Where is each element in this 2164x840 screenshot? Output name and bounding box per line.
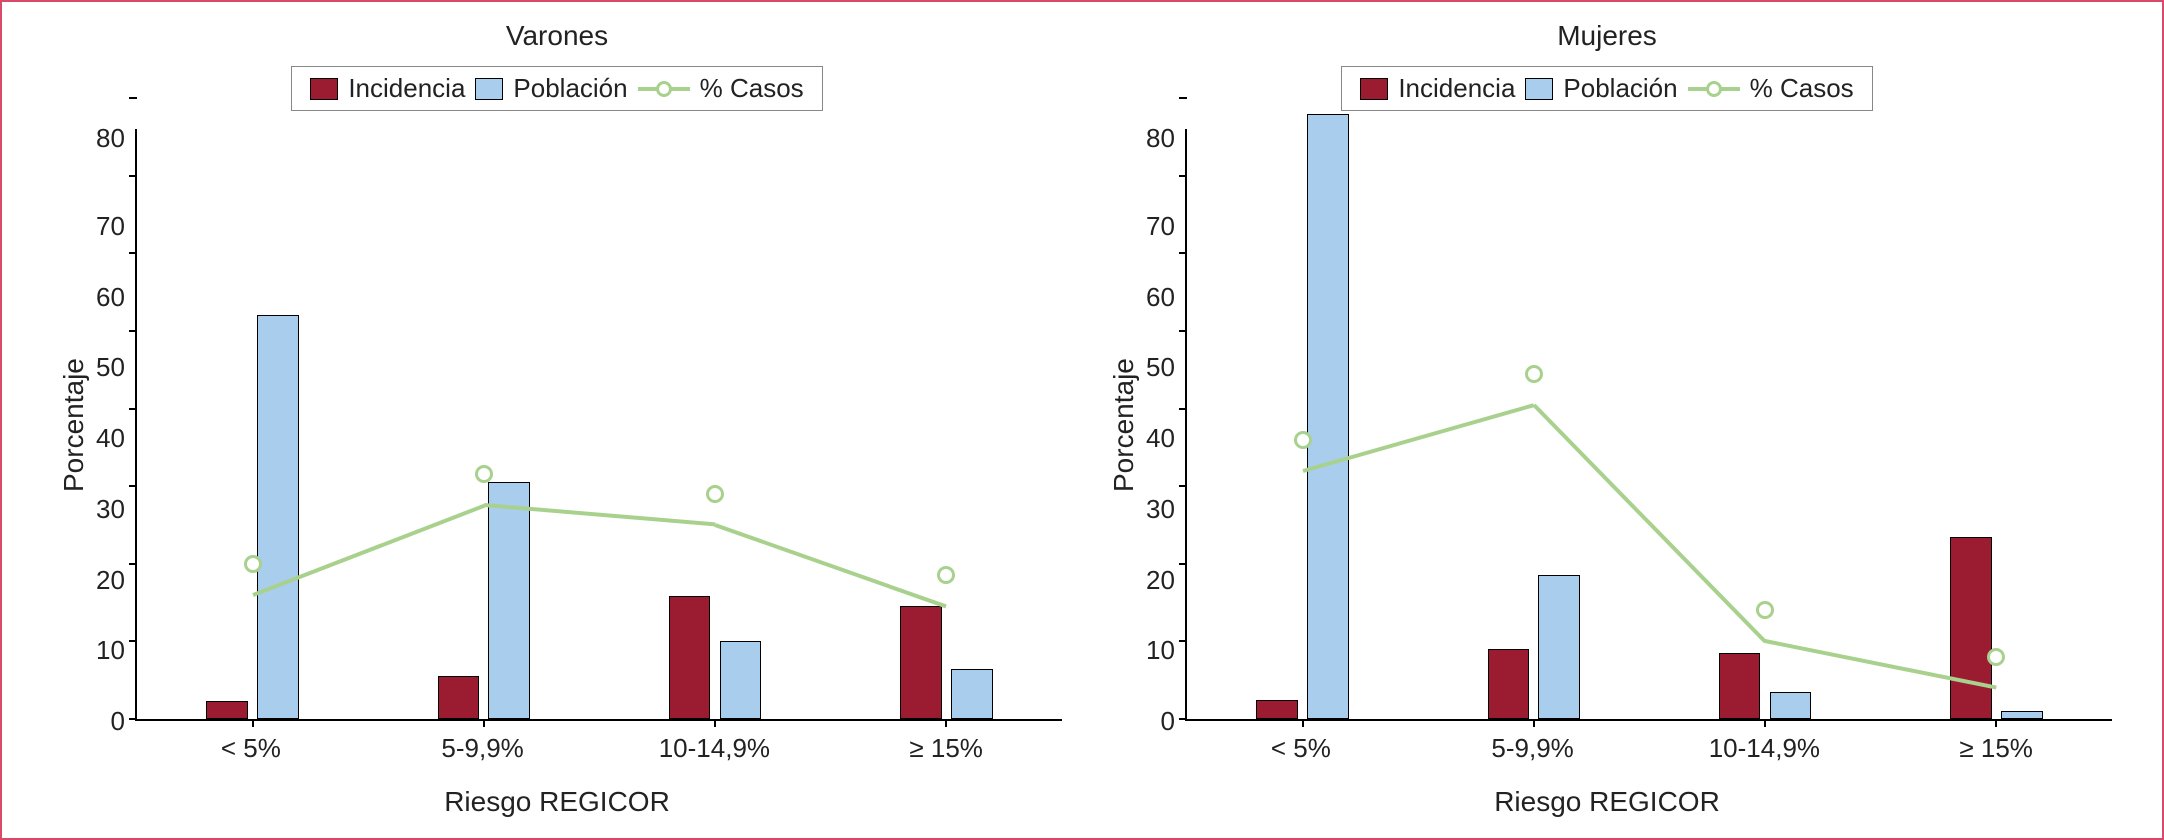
y-tick-label: 20 (96, 567, 125, 593)
legend-label-casos: % Casos (1750, 73, 1854, 104)
bar-poblacion (257, 315, 299, 719)
bar-poblacion (720, 641, 762, 719)
legend-label-poblacion: Población (513, 73, 627, 104)
y-tick-label: 10 (1146, 637, 1175, 663)
y-tick-label: 40 (96, 425, 125, 451)
x-axis-ticks: < 5%5-9,9%10-14,9%≥ 15% (52, 733, 1062, 764)
y-axis-label: Porcentaje (1102, 129, 1146, 721)
plot-area (135, 129, 1062, 721)
legend-label-incidencia: Incidencia (348, 73, 465, 104)
y-tick-label: 80 (96, 125, 125, 151)
bar-poblacion (2001, 711, 2043, 719)
legend-swatch-incidencia (310, 78, 338, 100)
legend-label-incidencia: Incidencia (1398, 73, 1515, 104)
bar-poblacion (1538, 575, 1580, 719)
bar-poblacion (488, 482, 530, 719)
bar-incidencia (1488, 649, 1530, 719)
panel-title: Varones (506, 20, 608, 52)
bar-incidencia (669, 596, 711, 719)
bar-incidencia (900, 606, 942, 719)
bar-poblacion (951, 669, 993, 719)
y-tick-label: 30 (96, 496, 125, 522)
panel-title: Mujeres (1557, 20, 1657, 52)
x-axis-ticks: < 5%5-9,9%10-14,9%≥ 15% (1102, 733, 2112, 764)
x-tick-label: 5-9,9% (1417, 733, 1649, 764)
bar-incidencia (1950, 537, 1992, 719)
x-tick-label: 10-14,9% (599, 733, 831, 764)
y-tick-label: 60 (96, 284, 125, 310)
line-casos-marker (244, 555, 262, 573)
bar-incidencia (438, 676, 480, 719)
y-axis-ticks: 80706050403020100 (1146, 129, 1185, 721)
x-axis-label: Riesgo REGICOR (52, 786, 1062, 818)
y-tick-label: 50 (1146, 354, 1175, 380)
y-tick-label: 80 (1146, 125, 1175, 151)
y-tick-label: 60 (1146, 284, 1175, 310)
y-tick-label: 70 (96, 213, 125, 239)
legend-swatch-casos (638, 78, 690, 100)
chart: Porcentaje 80706050403020100 < 5%5-9,9%1… (52, 129, 1062, 818)
x-tick-label: 10-14,9% (1649, 733, 1881, 764)
y-axis-ticks: 80706050403020100 (96, 129, 135, 721)
y-axis-label: Porcentaje (52, 129, 96, 721)
bar-poblacion (1307, 114, 1349, 719)
x-tick-label: ≥ 15% (1880, 733, 2112, 764)
legend-label-poblacion: Población (1563, 73, 1677, 104)
line-casos-marker (1294, 431, 1312, 449)
x-tick-label: < 5% (135, 733, 367, 764)
line-casos-marker (1987, 648, 2005, 666)
x-tick-label: ≥ 15% (830, 733, 1062, 764)
x-tick-label: 5-9,9% (367, 733, 599, 764)
bar-incidencia (1719, 653, 1761, 719)
x-axis-label: Riesgo REGICOR (1102, 786, 2112, 818)
legend: Incidencia Población % Casos (1341, 66, 1872, 111)
line-casos-marker (706, 485, 724, 503)
y-tick-label: 50 (96, 354, 125, 380)
bar-poblacion (1770, 692, 1812, 719)
line-casos-marker (1525, 365, 1543, 383)
line-casos-marker (937, 566, 955, 584)
legend-label-casos: % Casos (700, 73, 804, 104)
line-casos-segment (714, 523, 947, 608)
legend-swatch-poblacion (1525, 78, 1553, 100)
panel-mujeres: Mujeres Incidencia Población % Casos Por… (1082, 12, 2132, 818)
y-tick-label: 30 (1146, 496, 1175, 522)
figure-frame: Varones Incidencia Población % Casos Por… (0, 0, 2164, 840)
panel-varones: Varones Incidencia Población % Casos Por… (32, 12, 1082, 818)
bar-incidencia (206, 701, 248, 719)
bar-incidencia (1256, 700, 1298, 719)
y-tick-label: 70 (1146, 213, 1175, 239)
line-casos-marker (475, 465, 493, 483)
chart: Porcentaje 80706050403020100 < 5%5-9,9%1… (1102, 129, 2112, 818)
y-tick-label: 20 (1146, 567, 1175, 593)
line-casos-marker (1756, 601, 1774, 619)
y-tick-label: 0 (1160, 708, 1174, 734)
legend-swatch-incidencia (1360, 78, 1388, 100)
plot-area (1185, 129, 2112, 721)
y-tick-label: 40 (1146, 425, 1175, 451)
x-tick-label: < 5% (1185, 733, 1417, 764)
legend-swatch-casos (1688, 78, 1740, 100)
legend: Incidencia Población % Casos (291, 66, 822, 111)
legend-swatch-poblacion (475, 78, 503, 100)
y-tick-label: 0 (110, 708, 124, 734)
y-tick-label: 10 (96, 637, 125, 663)
